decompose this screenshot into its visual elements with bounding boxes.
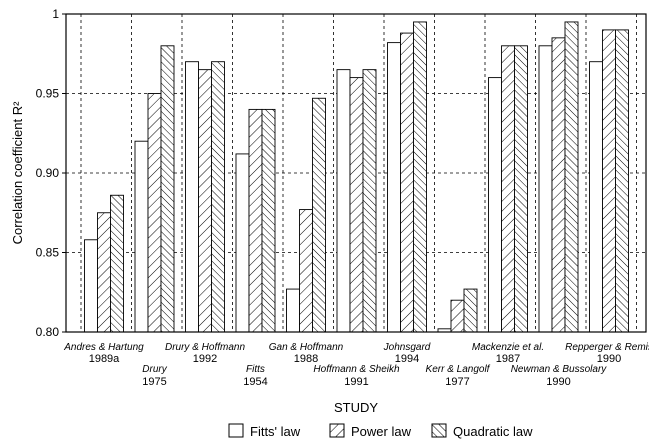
study-year-label: 1954 <box>243 376 267 388</box>
bar-power <box>147 93 162 333</box>
study-name-label: Drury & Hoffmann <box>165 342 245 353</box>
study-name-label: Fitts <box>246 364 265 375</box>
bar-quadratic <box>514 45 528 333</box>
bar-quadratic <box>160 45 175 333</box>
study-year-label: 1994 <box>395 353 419 365</box>
x-axis-title: STUDY <box>334 400 378 415</box>
bar-power <box>248 108 263 333</box>
study-year-label: 1987 <box>496 353 520 365</box>
bar-quadratic <box>615 29 629 333</box>
bar-fitts <box>336 69 351 333</box>
bars <box>84 21 629 333</box>
bar-power <box>400 32 414 333</box>
legend-swatch-power <box>329 423 345 438</box>
study-name-label: Hoffmann & Sheikh <box>313 364 400 375</box>
bar-quadratic <box>261 108 276 333</box>
bar-power <box>450 299 465 333</box>
legend: Fitts' law Power law Quadratic law <box>228 423 533 439</box>
bar-fitts <box>235 153 250 333</box>
bar-power <box>349 77 364 333</box>
bar-power <box>551 37 566 333</box>
bar-fitts <box>538 45 553 333</box>
study-name-label: Mackenzie et al. <box>472 342 544 353</box>
bar-quadratic <box>110 194 124 333</box>
legend-item-fitts: Fitts' law <box>228 423 301 439</box>
legend-label-fitts: Fitts' law <box>250 424 301 439</box>
legend-item-quadratic: Quadratic law <box>431 423 533 439</box>
study-name-label: Johnsgard <box>383 342 431 353</box>
study-year-label: 1991 <box>344 376 368 388</box>
bar-quadratic <box>413 21 427 333</box>
bar-fitts <box>185 61 199 333</box>
bar-quadratic <box>564 21 579 333</box>
legend-swatch-fitts <box>228 423 244 438</box>
study-name-label: Kerr & Langolf <box>426 364 491 375</box>
y-tick-label: 0.90 <box>36 166 60 180</box>
legend-swatch-quadratic <box>431 423 447 438</box>
bar-quadratic <box>312 97 326 333</box>
bar-fitts <box>589 61 603 333</box>
study-year-label: 1992 <box>193 353 217 365</box>
study-year-label: 1977 <box>445 376 469 388</box>
bar-fitts <box>387 42 401 333</box>
bar-power <box>97 212 111 333</box>
legend-label-quadratic: Quadratic law <box>453 424 533 439</box>
study-name-label: Repperger & Remis <box>565 342 649 353</box>
legend-label-power: Power law <box>351 424 412 439</box>
bar-power <box>602 29 616 333</box>
study-year-label: 1988 <box>294 353 318 365</box>
y-tick-label: 0.85 <box>36 246 60 260</box>
bar-power <box>198 69 212 333</box>
study-year-label: 1975 <box>142 376 166 388</box>
bar-power <box>299 209 313 333</box>
bar-quadratic <box>463 288 478 333</box>
study-name-label: Gan & Hoffmann <box>269 342 344 353</box>
study-name-label: Drury <box>142 364 167 375</box>
study-year-label: 1990 <box>597 353 621 365</box>
bar-quadratic <box>211 61 225 333</box>
bar-quadratic <box>362 69 377 333</box>
bar-fitts <box>286 288 300 333</box>
study-name-label: Andres & Hartung <box>63 342 144 353</box>
y-tick-label: 1 <box>52 7 59 21</box>
y-axis-ticks: 0.80 0.85 0.90 0.95 1 <box>36 7 66 339</box>
bar-fitts <box>84 239 98 333</box>
y-axis-title: Correlation coefficient R² <box>10 101 25 244</box>
legend-item-power: Power law <box>329 423 412 439</box>
bar-fitts <box>488 77 502 333</box>
study-year-label: 1990 <box>546 376 570 388</box>
study-name-label: Newman & Bussolary <box>511 364 608 375</box>
y-tick-label: 0.95 <box>36 87 60 101</box>
bar-power <box>501 45 515 333</box>
y-tick-label: 0.80 <box>36 325 60 339</box>
bar-fitts <box>134 140 149 333</box>
study-year-label: 1989a <box>89 353 120 365</box>
